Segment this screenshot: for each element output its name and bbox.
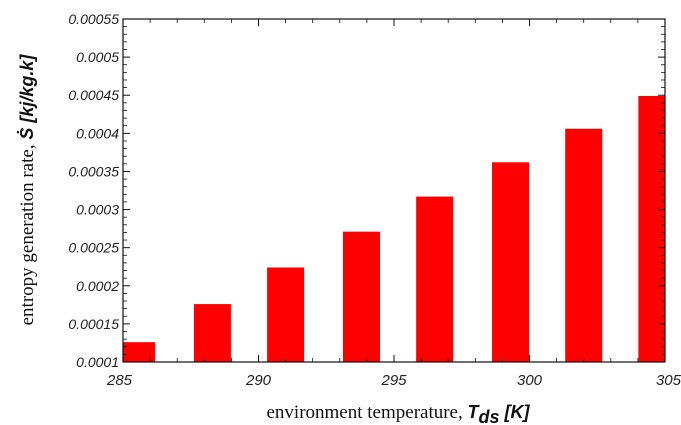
bar-1 <box>193 304 231 362</box>
y-axis-label-text: entropy generation rate, <box>17 140 38 326</box>
y-tick-label-5: 0.00035 <box>68 163 119 179</box>
x-tick-label-0: 285 <box>106 372 133 389</box>
x-tick-label-2: 295 <box>380 372 407 389</box>
y-axis-label-symbol: Ṡ <box>17 128 37 140</box>
y-tick-label-1: 0.00015 <box>68 316 119 332</box>
bar-2 <box>267 267 305 362</box>
y-tick-label-0: 0.0001 <box>76 354 119 370</box>
y-tick-label-7: 0.00045 <box>68 87 119 103</box>
x-axis-label: environment temperature, Tds [K] <box>266 402 530 425</box>
y-tick-label-3: 0.00025 <box>68 240 119 256</box>
x-ticks-group: 285 290 295 300 305 <box>106 19 681 389</box>
y-tick-label-6: 0.0004 <box>76 125 119 141</box>
y-tick-label-9: 0.00055 <box>68 11 119 27</box>
y-axis-label-unit: [kj/kg.k] <box>17 54 37 128</box>
bars-group <box>123 95 665 363</box>
x-tick-label-4: 305 <box>656 372 681 389</box>
bar-0 <box>123 342 156 362</box>
bar-6 <box>565 128 603 362</box>
x-tick-label-1: 290 <box>245 372 272 389</box>
bar-7 <box>638 95 665 363</box>
x-axis-label-symbol: T <box>468 402 481 422</box>
x-axis-label-unit: [K] <box>500 402 531 422</box>
y-tick-label-4: 0.0003 <box>76 202 119 218</box>
x-axis-label-subscript: ds <box>479 407 500 425</box>
y-ticks-group: 0.0001 0.00015 0.0002 0.00025 0.0003 0.00035 0… <box>68 11 665 370</box>
x-axis-label-text: environment temperature, <box>266 402 467 423</box>
y-axis-label: entropy generation rate, Ṡ [kj/kg.k] <box>17 54 38 326</box>
y-tick-label-8: 0.0005 <box>76 49 119 65</box>
bar-3 <box>342 231 380 362</box>
bar-4 <box>416 196 454 362</box>
y-tick-label-2: 0.0002 <box>76 278 119 294</box>
x-tick-label-3: 300 <box>517 372 543 389</box>
bar-5 <box>492 162 530 362</box>
